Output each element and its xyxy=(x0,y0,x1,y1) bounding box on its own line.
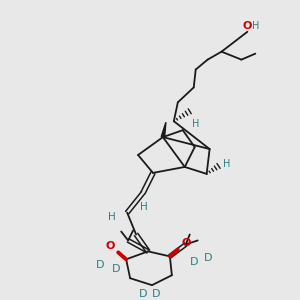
Text: H: H xyxy=(140,202,148,212)
Text: O: O xyxy=(243,21,252,31)
Text: H: H xyxy=(192,119,200,129)
Text: O: O xyxy=(181,238,190,248)
Text: H: H xyxy=(223,159,230,169)
Text: D: D xyxy=(112,264,121,274)
Text: H: H xyxy=(252,21,259,31)
Text: D: D xyxy=(139,289,147,299)
Text: D: D xyxy=(96,260,105,270)
Text: D: D xyxy=(203,253,212,263)
Text: O: O xyxy=(106,242,115,251)
Text: D: D xyxy=(152,289,160,299)
Polygon shape xyxy=(161,122,166,137)
Text: D: D xyxy=(190,257,198,267)
Text: H: H xyxy=(108,212,116,222)
